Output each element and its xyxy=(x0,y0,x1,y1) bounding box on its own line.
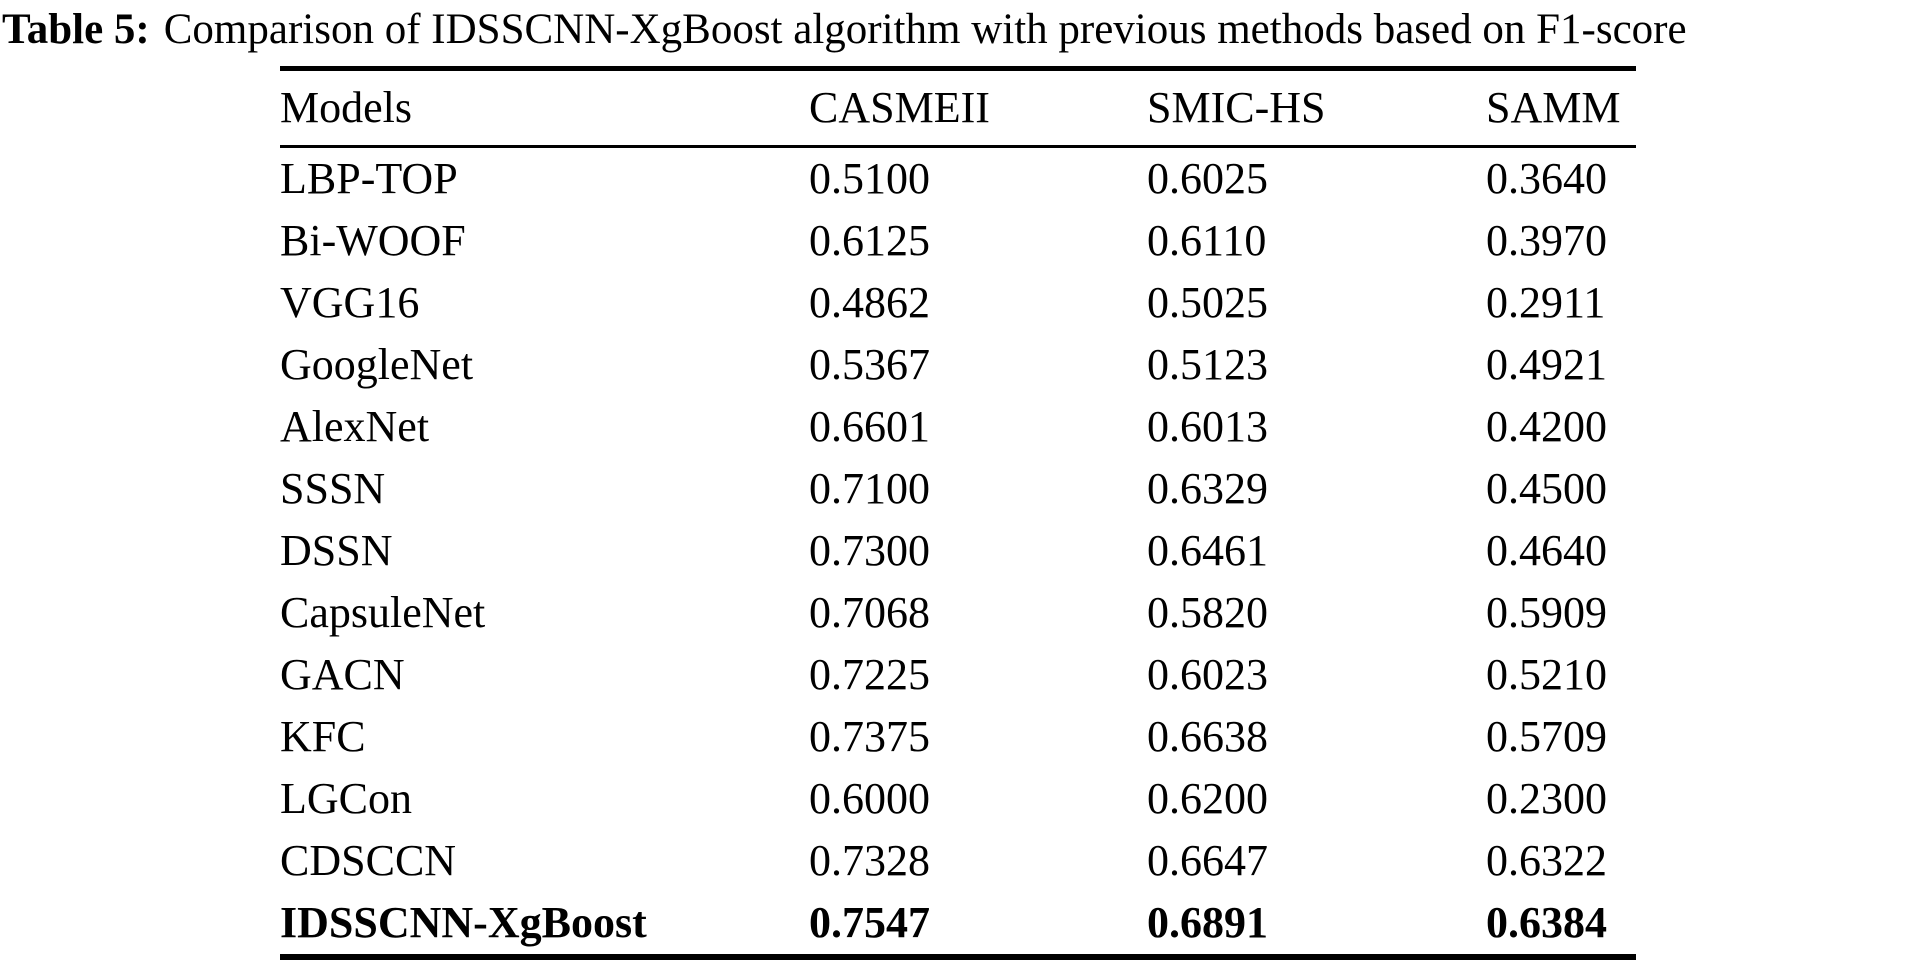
score-cell: 0.7100 xyxy=(809,464,930,513)
model-name-cell: SSSN xyxy=(280,464,386,513)
score-cell: 0.7328 xyxy=(809,836,930,885)
score-cell: 0.7547 xyxy=(809,898,930,947)
table-row: KFC 0.7375 0.6638 0.5709 xyxy=(280,706,1636,768)
column-header-casmeii: CASMEII xyxy=(809,83,990,132)
score-cell: 0.6110 xyxy=(1147,216,1267,265)
model-name-cell: LGCon xyxy=(280,774,412,823)
table-row: SSSN 0.7100 0.6329 0.4500 xyxy=(280,458,1636,520)
score-cell: 0.7068 xyxy=(809,588,930,637)
table-row: LGCon 0.6000 0.6200 0.2300 xyxy=(280,768,1636,830)
column-header-smic-hs: SMIC-HS xyxy=(1147,83,1326,132)
score-cell: 0.6647 xyxy=(1147,836,1268,885)
table-row: AlexNet 0.6601 0.6013 0.4200 xyxy=(280,396,1636,458)
score-cell: 0.5820 xyxy=(1147,588,1268,637)
model-name-cell: CDSCCN xyxy=(280,836,457,885)
score-cell: 0.6461 xyxy=(1147,526,1268,575)
score-cell: 0.6000 xyxy=(809,774,930,823)
table-row: VGG16 0.4862 0.5025 0.2911 xyxy=(280,272,1636,334)
model-name-cell: IDSSCNN-XgBoost xyxy=(280,898,647,947)
model-name-cell: AlexNet xyxy=(280,402,430,451)
score-cell: 0.4640 xyxy=(1486,526,1607,575)
model-name-cell: LBP-TOP xyxy=(280,154,458,203)
table-row: Bi-WOOF 0.6125 0.6110 0.3970 xyxy=(280,210,1636,272)
model-name-cell: DSSN xyxy=(280,526,393,575)
score-cell: 0.5210 xyxy=(1486,650,1607,699)
score-cell: 0.2300 xyxy=(1486,774,1607,823)
table-caption: Table 5: Comparison of IDSSCNN-XgBoost al… xyxy=(2,4,1687,56)
table-row: DSSN 0.7300 0.6461 0.4640 xyxy=(280,520,1636,582)
table-row: LBP-TOP 0.5100 0.6025 0.3640 xyxy=(280,147,1636,211)
table-header-row: Models CASMEII SMIC-HS SAMM xyxy=(280,69,1636,147)
score-cell: 0.6023 xyxy=(1147,650,1268,699)
score-cell: 0.7300 xyxy=(809,526,930,575)
column-header-samm: SAMM xyxy=(1486,83,1621,132)
score-cell: 0.5367 xyxy=(809,340,930,389)
score-cell: 0.6329 xyxy=(1147,464,1268,513)
score-cell: 0.4200 xyxy=(1486,402,1607,451)
score-cell: 0.6322 xyxy=(1486,836,1607,885)
model-name-cell: CapsuleNet xyxy=(280,588,486,637)
model-name-cell: VGG16 xyxy=(280,278,420,327)
score-cell: 0.6638 xyxy=(1147,712,1268,761)
score-cell: 0.6125 xyxy=(809,216,930,265)
table-row: IDSSCNN-XgBoost 0.7547 0.6891 0.6384 xyxy=(280,892,1636,957)
score-cell: 0.4500 xyxy=(1486,464,1607,513)
model-name-cell: GACN xyxy=(280,650,405,699)
table-row: CapsuleNet 0.7068 0.5820 0.5909 xyxy=(280,582,1636,644)
model-name-cell: KFC xyxy=(280,712,366,761)
score-cell: 0.5100 xyxy=(809,154,930,203)
table-caption-label: Table 5: xyxy=(2,6,150,53)
score-cell: 0.5123 xyxy=(1147,340,1268,389)
score-cell: 0.4921 xyxy=(1486,340,1607,389)
score-cell: 0.3640 xyxy=(1486,154,1607,203)
score-cell: 0.6025 xyxy=(1147,154,1268,203)
comparison-table: Models CASMEII SMIC-HS SAMM LBP-TOP 0.510… xyxy=(280,66,1636,960)
score-cell: 0.6200 xyxy=(1147,774,1268,823)
score-cell: 0.6384 xyxy=(1486,898,1607,947)
column-header-models: Models xyxy=(280,83,412,132)
table-body: LBP-TOP 0.5100 0.6025 0.3640 Bi-WOOF 0.6125 0.… xyxy=(280,147,1636,958)
score-cell: 0.6891 xyxy=(1147,898,1268,947)
score-cell: 0.7225 xyxy=(809,650,930,699)
score-cell: 0.3970 xyxy=(1486,216,1607,265)
model-name-cell: GoogleNet xyxy=(280,340,474,389)
score-cell: 0.6601 xyxy=(809,402,930,451)
score-cell: 0.5709 xyxy=(1486,712,1607,761)
table-row: GoogleNet 0.5367 0.5123 0.4921 xyxy=(280,334,1636,396)
score-cell: 0.2911 xyxy=(1486,278,1606,327)
table-row: GACN 0.7225 0.6023 0.5210 xyxy=(280,644,1636,706)
score-cell: 0.7375 xyxy=(809,712,930,761)
table-row: CDSCCN 0.7328 0.6647 0.6322 xyxy=(280,830,1636,892)
score-cell: 0.4862 xyxy=(809,278,930,327)
table-caption-text: Comparison of IDSSCNN-XgBoost algorithm … xyxy=(163,6,1687,53)
score-cell: 0.6013 xyxy=(1147,402,1268,451)
model-name-cell: Bi-WOOF xyxy=(280,216,466,265)
score-cell: 0.5025 xyxy=(1147,278,1268,327)
score-cell: 0.5909 xyxy=(1486,588,1607,637)
table-header: Models CASMEII SMIC-HS SAMM xyxy=(280,69,1636,147)
